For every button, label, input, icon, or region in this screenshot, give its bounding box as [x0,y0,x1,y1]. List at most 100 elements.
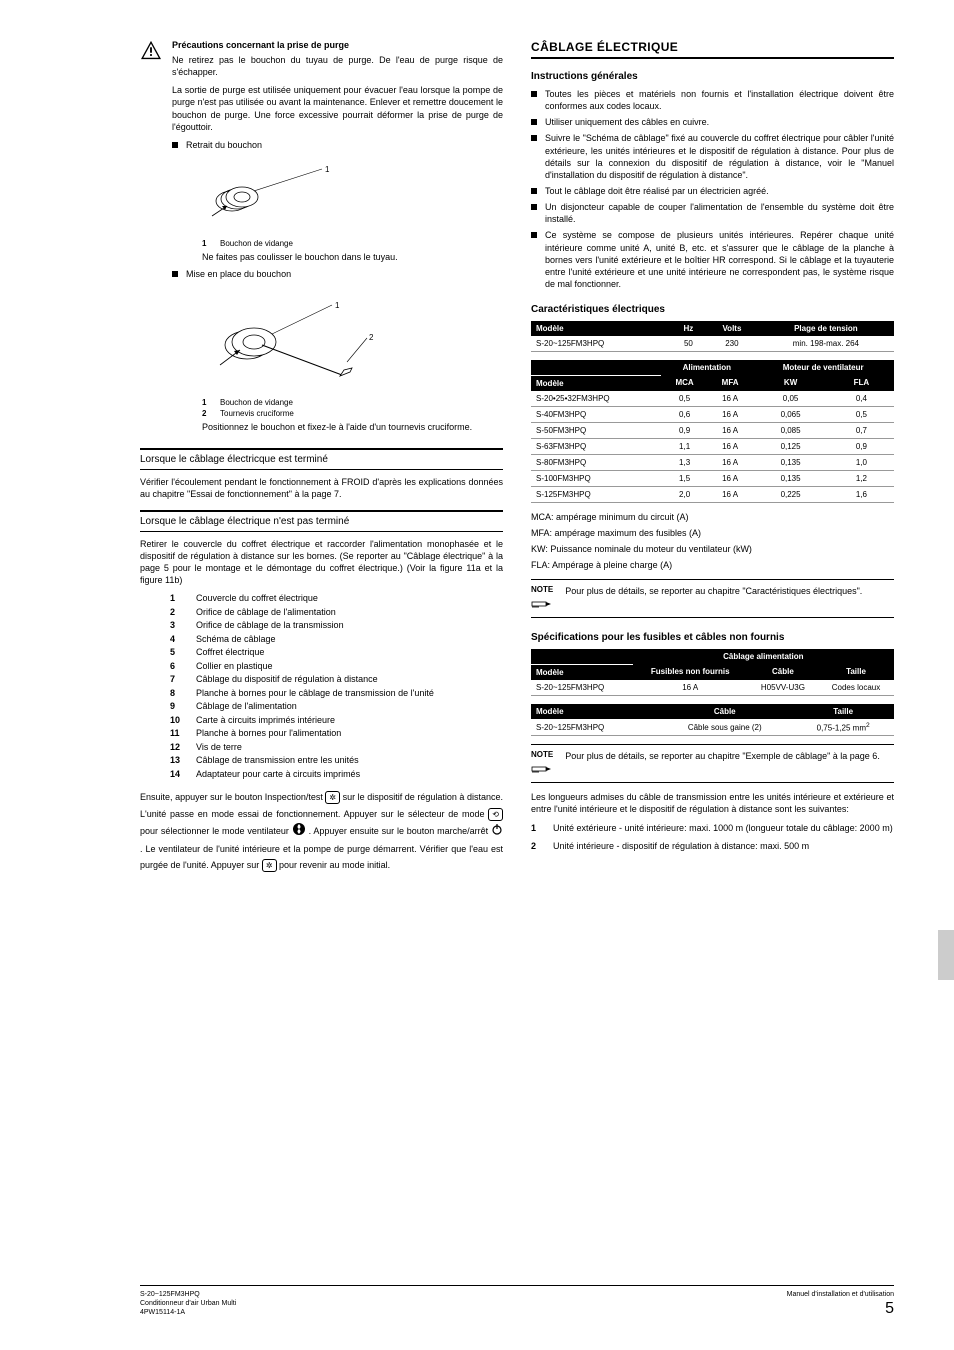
pencil-icon [531,596,553,610]
bullet-mise-en-place: Mise en place du bouchon [172,268,503,280]
abbr-line: MCA: ampérage minimum du circuit (A) [531,511,894,523]
list-item: 2Orifice de câblage de l'alimentation [170,606,503,620]
page-footer: S-20~125FM3HPQ Conditionneur d'air Urban… [140,1285,894,1320]
instructions-list: Toutes les pièces et matériels non fourn… [531,88,894,290]
warning-p1: Ne retirez pas le bouchon du tuyau de pu… [172,54,503,78]
tail-text: Ensuite, appuyer sur le bouton Inspectio… [140,792,325,802]
instruction-item: Ce système se compose de plusieurs unité… [531,229,894,290]
abbr-line: FLA: Ampérage à pleine charge (A) [531,559,894,571]
pencil-icon [531,761,553,775]
table-spec-alimentation: Câblage alimentation ModèleFusibles non … [531,649,894,696]
abbr-line: MFA: ampérage maximum des fusibles (A) [531,527,894,539]
sub-text-1: Ne faites pas coulisser le bouchon dans … [202,252,503,264]
warning-title: Précautions concernant la prise de purge [172,40,503,50]
warning-block: Précautions concernant la prise de purge… [140,40,503,438]
bullet-text: Mise en place du bouchon [186,268,503,280]
table-elec-basic: ModèleHzVoltsPlage de tension S-20~125FM… [531,321,894,352]
fan-icon [292,822,306,841]
footer-right: Manuel d'installation et d'utilisation 5 [787,1290,894,1320]
side-tab [938,930,954,980]
numbered-list: 1Couvercle du coffret électrique2Orifice… [170,592,503,781]
sub-heading-instructions: Instructions générales [531,71,894,82]
footer-doc-type: Manuel d'installation et d'utilisation [787,1290,894,1299]
table-spec-cable: ModèleCâbleTaille S-20~125FM3HPQCâble so… [531,704,894,737]
caption-text: Bouchon de vidange [220,239,293,248]
sec1-para: Vérifier l'écoulement pendant le fonctio… [140,476,503,500]
caption-2b: 2 Tournevis cruciforme [202,409,503,418]
section-title: Lorsque le câblage électricque est termi… [140,454,503,467]
svg-text:1: 1 [325,165,330,174]
table-row: S-20•25•32FM3HPQ0,516 A0,050,4 [531,391,894,407]
mode-selector-icon: ⟲ [488,808,503,821]
diagram-mise-en-place: 1 2 [202,290,402,390]
warning-p2: La sortie de purge est utilisée uniqueme… [172,84,503,133]
caption-text: Bouchon de vidange [220,398,293,407]
section-bar-2: Lorsque le câblage électrique n'est pas … [140,510,503,532]
list-item: 6Collier en plastique [170,660,503,674]
instruction-item: Tout le câblage doit être réalisé par un… [531,185,894,197]
list-item: 1Couvercle du coffret électrique [170,592,503,606]
bullet-text: Retrait du bouchon [186,139,503,151]
list-item: 7Câblage du dispositif de régulation à d… [170,673,503,687]
table-elec-models: Alimentation Moteur de ventilateur Modèl… [531,360,894,503]
list-item: 10Carte à circuits imprimés intérieure [170,714,503,728]
bullet-square-icon [172,142,178,148]
caption-2a: 1 Bouchon de vidange [202,398,503,407]
list-item: 13Câblage de transmission entre les unit… [170,754,503,768]
right-column: CÂBLAGE ÉLECTRIQUE Instructions générale… [531,40,894,879]
th-moteur: Moteur de ventilateur [752,360,894,375]
list-item: 14Adaptateur pour carte à circuits impri… [170,768,503,782]
list-item: 11Planche à bornes pour l'alimentation [170,727,503,741]
ordered-list: 1Unité extérieure - unité intérieure: ma… [531,822,894,852]
tail-text: pour revenir au mode initial. [279,860,390,870]
abbreviations: MCA: ampérage minimum du circuit (A) MFA:… [531,511,894,572]
table-row: S-125FM3HPQ2,016 A0,2251,6 [531,486,894,502]
sec2-tail: Ensuite, appuyer sur le bouton Inspectio… [140,789,503,873]
table-row: S-80FM3HPQ1,316 A0,1351,0 [531,454,894,470]
two-column-layout: Précautions concernant la prise de purge… [140,40,894,879]
instruction-item: Utiliser uniquement des câbles en cuivre… [531,116,894,128]
warning-icon [140,40,162,60]
list-item: 8Planche à bornes pour le câblage de tra… [170,687,503,701]
inspection-test-icon: ✲ [262,859,277,872]
list-item: 12Vis de terre [170,741,503,755]
spec-para: Les longueurs admises du câble de transm… [531,791,894,815]
inspection-test-icon: ✲ [325,791,340,804]
sub-heading-spec: Spécifications pour les fusibles et câbl… [531,632,894,643]
list-item: 5Coffret électrique [170,646,503,660]
footer-left: S-20~125FM3HPQ Conditionneur d'air Urban… [140,1290,236,1320]
footer-model: S-20~125FM3HPQ [140,1290,236,1299]
footer-code: 4PW15114-1A [140,1308,236,1317]
table-row: S-50FM3HPQ0,916 A0,0850,7 [531,422,894,438]
table-row: S-63FM3HPQ1,116 A0,1250,9 [531,438,894,454]
svg-text:1: 1 [335,301,340,310]
caption-text: Tournevis cruciforme [220,409,294,418]
caption-1: 1 Bouchon de vidange [202,239,503,248]
footer-product: Conditionneur d'air Urban Multi [140,1299,236,1308]
caption-num: 1 [202,398,212,407]
instruction-item: Toutes les pièces et matériels non fourn… [531,88,894,112]
note-box-elec: NOTE Pour plus de détails, se reporter a… [531,579,894,618]
tail-text: . Appuyer ensuite sur le bouton marche/a… [309,826,491,836]
table-row: S-40FM3HPQ0,616 A0,0650,5 [531,406,894,422]
main-heading: CÂBLAGE ÉLECTRIQUE [531,40,894,59]
th-alimentation: Alimentation [661,360,752,375]
diagram-retrait-bouchon: 1 [202,161,362,231]
svg-text:2: 2 [369,333,374,342]
section-bar-1: Lorsque le câblage électricque est termi… [140,448,503,470]
list-item: 3Orifice de câblage de la transmission [170,619,503,633]
tail-text: pour sélectionner le mode ventilateur [140,826,292,836]
instruction-item: Un disjoncteur capable de couper l'alime… [531,201,894,225]
note-box-spec: NOTE Pour plus de détails, se reporter a… [531,744,894,783]
list-item: 9Câblage de l'alimentation [170,700,503,714]
note-label: NOTE [531,750,553,759]
list-item: 1Unité extérieure - unité intérieure: ma… [531,822,894,834]
sub-text-2: Positionnez le bouchon et fixez-le à l'a… [202,422,503,434]
section-title: Lorsque le câblage électrique n'est pas … [140,516,503,529]
left-column: Précautions concernant la prise de purge… [140,40,503,879]
table-row: S-100FM3HPQ1,516 A0,1351,2 [531,470,894,486]
abbr-line: KW: Puissance nominale du moteur du vent… [531,543,894,555]
instruction-item: Suivre le "Schéma de câblage" fixé au co… [531,132,894,181]
sec2-para: Retirer le couvercle du coffret électriq… [140,538,503,587]
caption-num: 1 [202,239,212,248]
